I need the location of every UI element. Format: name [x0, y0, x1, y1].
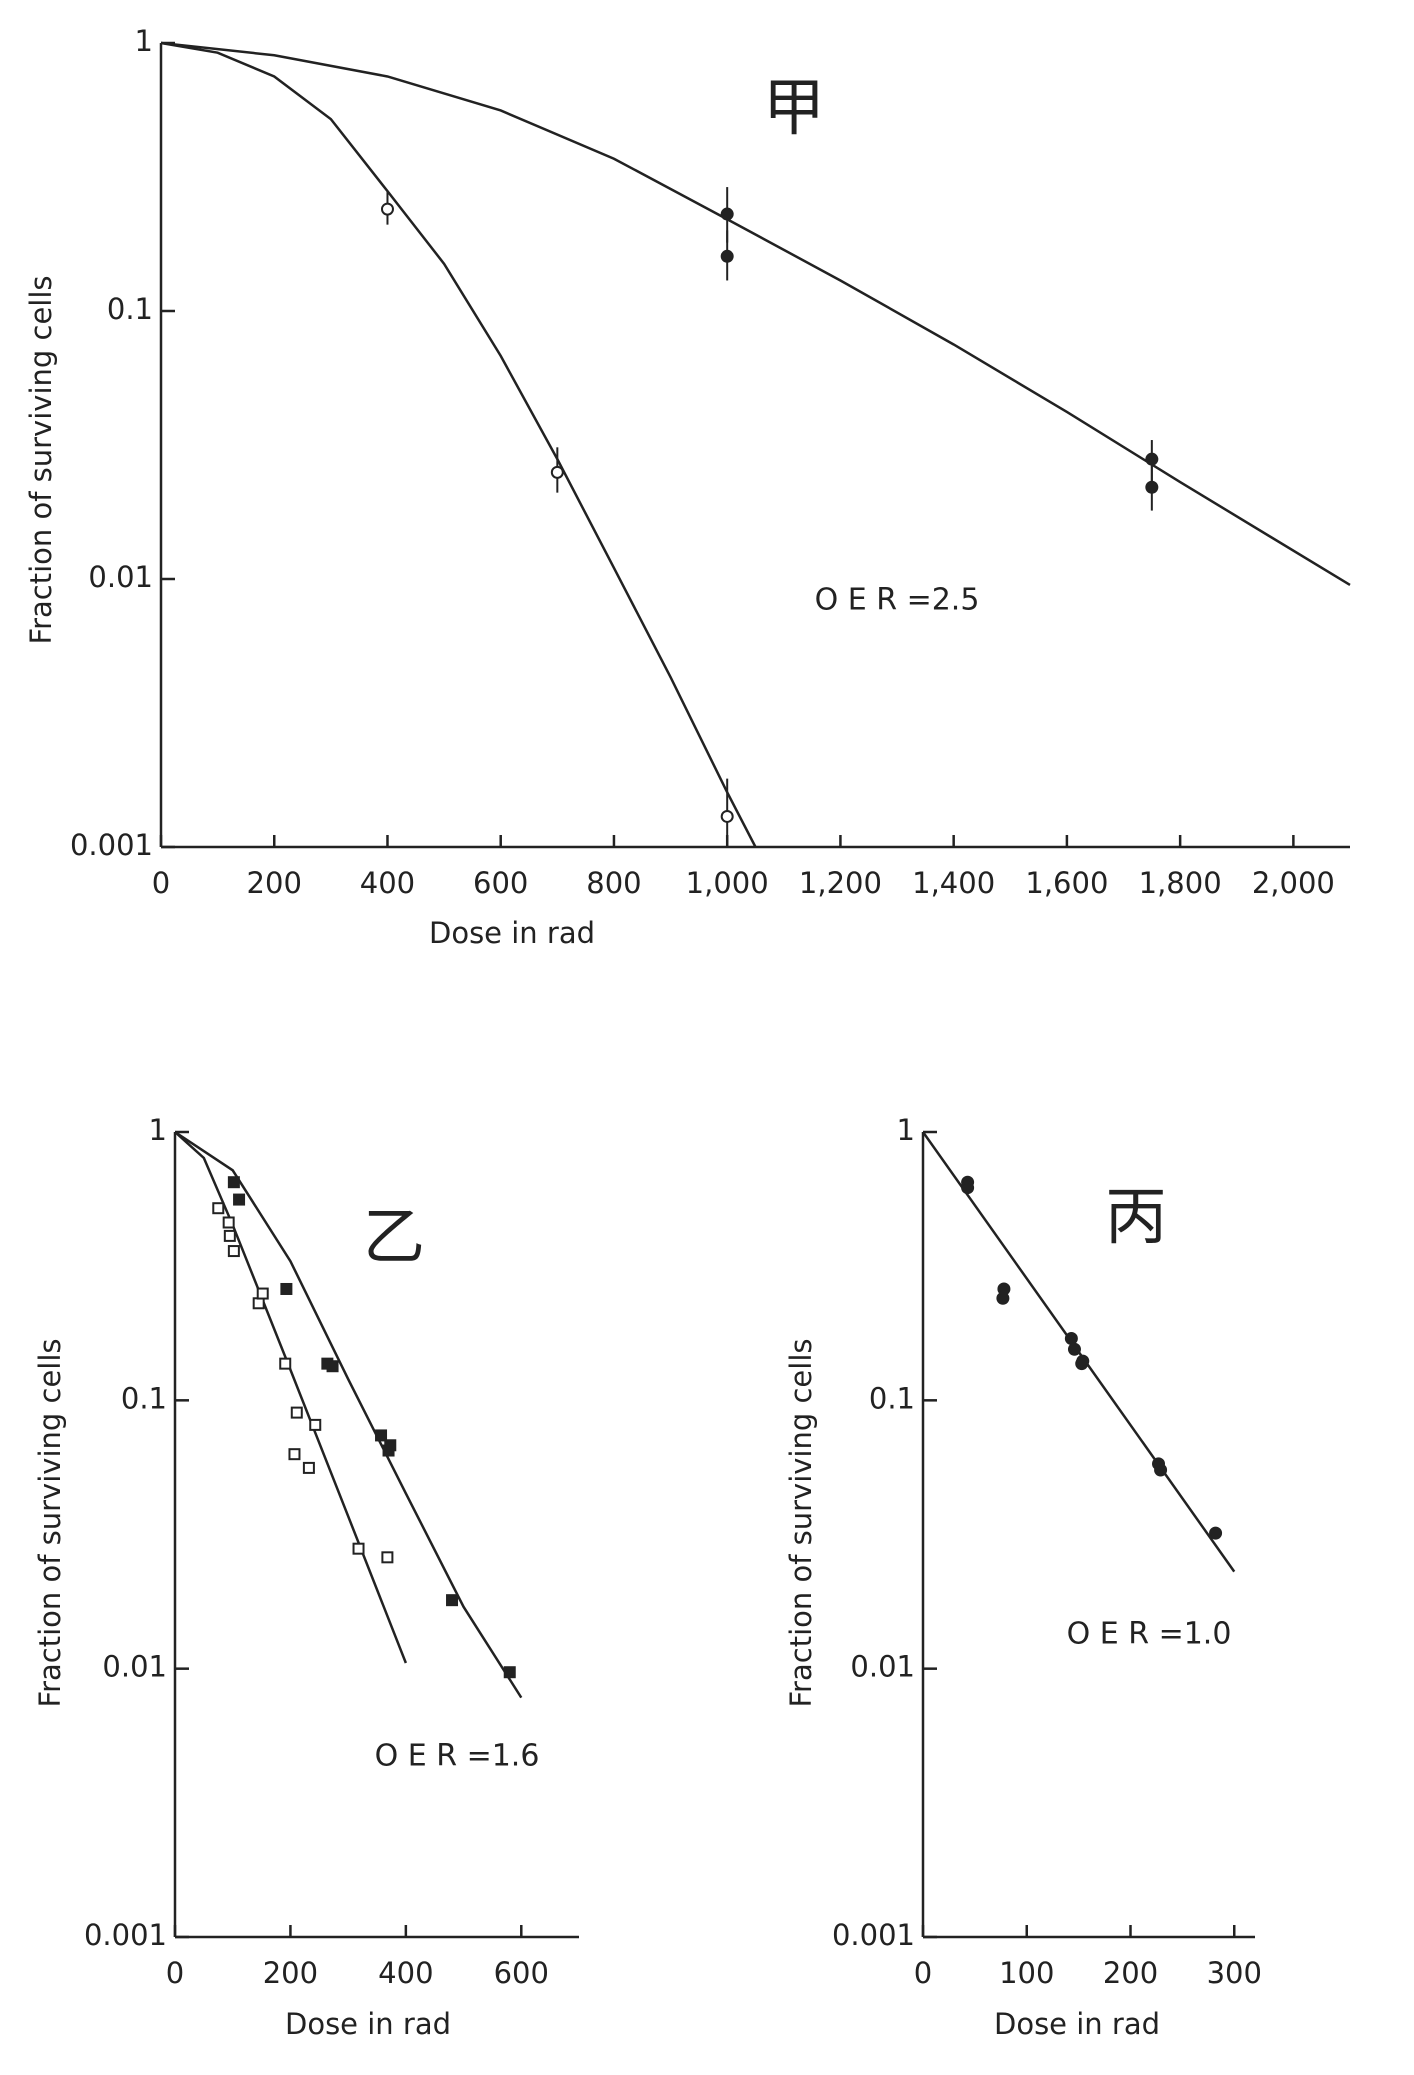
x-tick-label: 600 [473, 866, 528, 900]
data-point [227, 1245, 240, 1258]
data-point [290, 1406, 303, 1419]
x-tick-label: 400 [378, 1956, 433, 1990]
y-axis-title: Fraction of surviving cells [33, 1338, 67, 1707]
data-point [381, 1551, 394, 1564]
x-tick-label: 1,400 [912, 866, 995, 900]
y-tick-label: 0.01 [850, 1650, 915, 1684]
data-point [223, 1229, 236, 1242]
fit-curve [174, 1130, 523, 1699]
data-point [309, 1418, 322, 1431]
x-tick-label: 400 [360, 866, 415, 900]
fit-curve [160, 41, 757, 848]
y-tick-label: 0.01 [102, 1650, 167, 1684]
y-tick-label: 0.1 [107, 292, 153, 326]
data-point [375, 1429, 388, 1442]
data-point [720, 207, 734, 221]
y-tick-label: 0.001 [84, 1918, 167, 1952]
x-tick-label: 200 [1103, 1956, 1158, 1990]
y-tick-label: 1 [897, 1113, 915, 1147]
data-point [1064, 1331, 1078, 1345]
annotation: 乙 [363, 1200, 425, 1273]
data-point [1067, 1342, 1081, 1356]
x-tick-label: 1,800 [1139, 866, 1222, 900]
x-tick-label: 2,000 [1252, 866, 1335, 900]
data-point [720, 249, 734, 263]
x-tick-label: 1,600 [1025, 866, 1108, 900]
data-point [227, 1176, 240, 1189]
annotation: O E R =2.5 [815, 583, 980, 618]
x-tick-label: 200 [247, 866, 302, 900]
annotation: 丙 [1105, 1180, 1167, 1253]
data-point [550, 465, 564, 479]
x-tick-label: 300 [1207, 1956, 1262, 1990]
y-tick-label: 0.01 [88, 560, 153, 594]
x-axis-title: Dose in rad [285, 2007, 451, 2041]
x-tick-label: 1,000 [686, 866, 769, 900]
data-point [222, 1216, 235, 1229]
data-point [233, 1193, 246, 1206]
x-tick-label: 600 [494, 1956, 549, 1990]
y-tick-label: 0.1 [869, 1381, 915, 1415]
annotation: O E R =1.6 [375, 1739, 540, 1774]
y-tick-label: 0.001 [832, 1918, 915, 1952]
data-point [503, 1666, 516, 1679]
annotation: O E R =1.0 [1067, 1617, 1232, 1652]
data-point [961, 1181, 975, 1195]
data-point [288, 1448, 301, 1461]
x-tick-label: 0 [914, 1956, 932, 1990]
x-tick-label: 0 [166, 1956, 184, 1990]
y-tick-label: 1 [149, 1113, 167, 1147]
x-tick-label: 1,200 [799, 866, 882, 900]
annotation: 甲 [763, 71, 825, 144]
data-point [280, 1282, 293, 1295]
data-point [279, 1357, 292, 1370]
data-point [384, 1439, 397, 1452]
data-point [352, 1542, 365, 1555]
data-point [1076, 1354, 1090, 1368]
y-axis-title: Fraction of surviving cells [24, 275, 58, 644]
data-point [1145, 480, 1159, 494]
x-tick-label: 800 [586, 866, 641, 900]
x-tick-label: 0 [152, 866, 170, 900]
data-point [446, 1594, 459, 1607]
x-axis-title: Dose in rad [429, 916, 595, 950]
fit-curve [160, 41, 1351, 587]
data-point [1145, 452, 1159, 466]
data-point [1209, 1526, 1223, 1540]
y-tick-label: 0.001 [70, 828, 153, 862]
data-point [256, 1287, 269, 1300]
data-point [997, 1282, 1011, 1296]
y-tick-label: 0.1 [121, 1381, 167, 1415]
data-point [326, 1360, 339, 1373]
data-point [212, 1202, 225, 1215]
x-tick-label: 100 [999, 1956, 1054, 1990]
data-point [1154, 1463, 1168, 1477]
y-axis-title: Fraction of surviving cells [784, 1338, 818, 1707]
y-tick-label: 1 [135, 24, 153, 58]
data-point [252, 1297, 265, 1310]
x-axis-title: Dose in rad [994, 2007, 1160, 2041]
x-tick-label: 200 [263, 1956, 318, 1990]
data-point [720, 809, 734, 823]
data-point [380, 202, 394, 216]
data-point [302, 1461, 315, 1474]
